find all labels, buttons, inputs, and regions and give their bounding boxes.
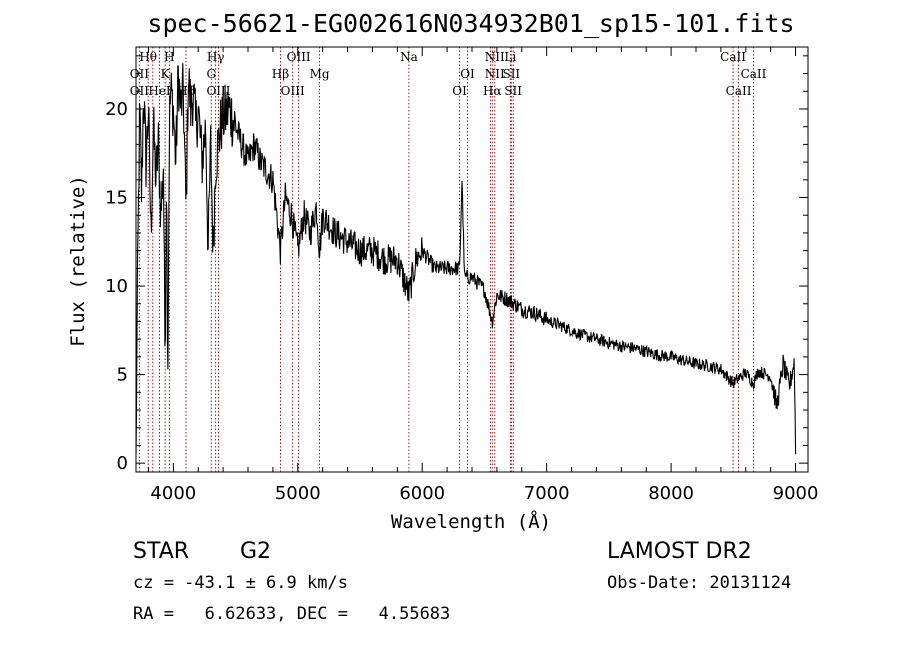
line-label-11: Hβ <box>272 67 289 81</box>
y-axis: 0 5 10 15 20 <box>105 55 808 474</box>
line-label-13: Mg <box>310 67 330 81</box>
line-label-8: G <box>206 67 216 81</box>
y-axis-label: Flux (relative) <box>67 175 89 347</box>
spectral-line-markers <box>138 47 754 472</box>
y-tick-label: 20 <box>105 99 128 120</box>
redshift-cz: cz = -43.1 ± 6.9 km/s <box>133 573 348 593</box>
y-tick-label: 10 <box>105 276 128 297</box>
line-label-14: Na <box>400 50 418 64</box>
line-label-12: OIII <box>281 84 305 98</box>
line-label-2: Hθ <box>139 50 157 64</box>
line-label-19: NII <box>485 67 505 81</box>
x-tick-label: 7000 <box>524 483 570 504</box>
x-tick-label: 9000 <box>773 483 819 504</box>
line-label-5: K <box>161 67 171 81</box>
x-tick-label: 4000 <box>150 483 196 504</box>
x-tick-label: 5000 <box>275 483 321 504</box>
coordinates: RA = 6.62633, DEC = 4.55683 <box>133 604 450 624</box>
line-label-21: Hα <box>483 84 502 98</box>
plot-frame <box>135 46 809 473</box>
object-subclass: G2 <box>240 539 271 564</box>
x-axis: 4000 5000 6000 7000 8000 9000 <box>147 47 819 504</box>
line-label-10: OIII <box>287 50 311 64</box>
line-label-3: HeI <box>148 84 171 98</box>
object-class: STAR <box>133 539 189 564</box>
spectral-line-labels: OIIOIIHθHeIHKHδHγGOIIIOIIIHβOIIIMgNaOIOI… <box>130 50 767 98</box>
chart-title: spec-56621-EG002616N034932B01_sp15-101.f… <box>147 9 794 38</box>
x-tick-label: 8000 <box>648 483 694 504</box>
line-label-20: SII <box>502 67 520 81</box>
spectrum-series-line <box>135 63 797 455</box>
y-tick-label: 0 <box>117 453 128 474</box>
survey-name: LAMOST DR2 <box>607 539 752 564</box>
line-label-24: CaII <box>741 67 767 81</box>
x-axis-label: Wavelength (Å) <box>391 510 551 533</box>
line-label-15: OI <box>460 67 475 81</box>
line-label-18: Li <box>504 50 516 64</box>
line-label-23: CaII <box>720 50 746 64</box>
x-tick-label: 6000 <box>399 483 445 504</box>
line-label-7: Hγ <box>207 50 225 64</box>
y-tick-label: 5 <box>117 365 128 386</box>
line-label-25: CaII <box>726 84 752 98</box>
line-label-16: OI <box>452 84 467 98</box>
line-label-22: SII <box>504 84 522 98</box>
y-tick-label: 15 <box>105 188 128 209</box>
line-label-4: H <box>164 50 174 64</box>
line-label-17: NII <box>485 50 505 64</box>
observation-date: Obs-Date: 20131124 <box>607 573 791 593</box>
